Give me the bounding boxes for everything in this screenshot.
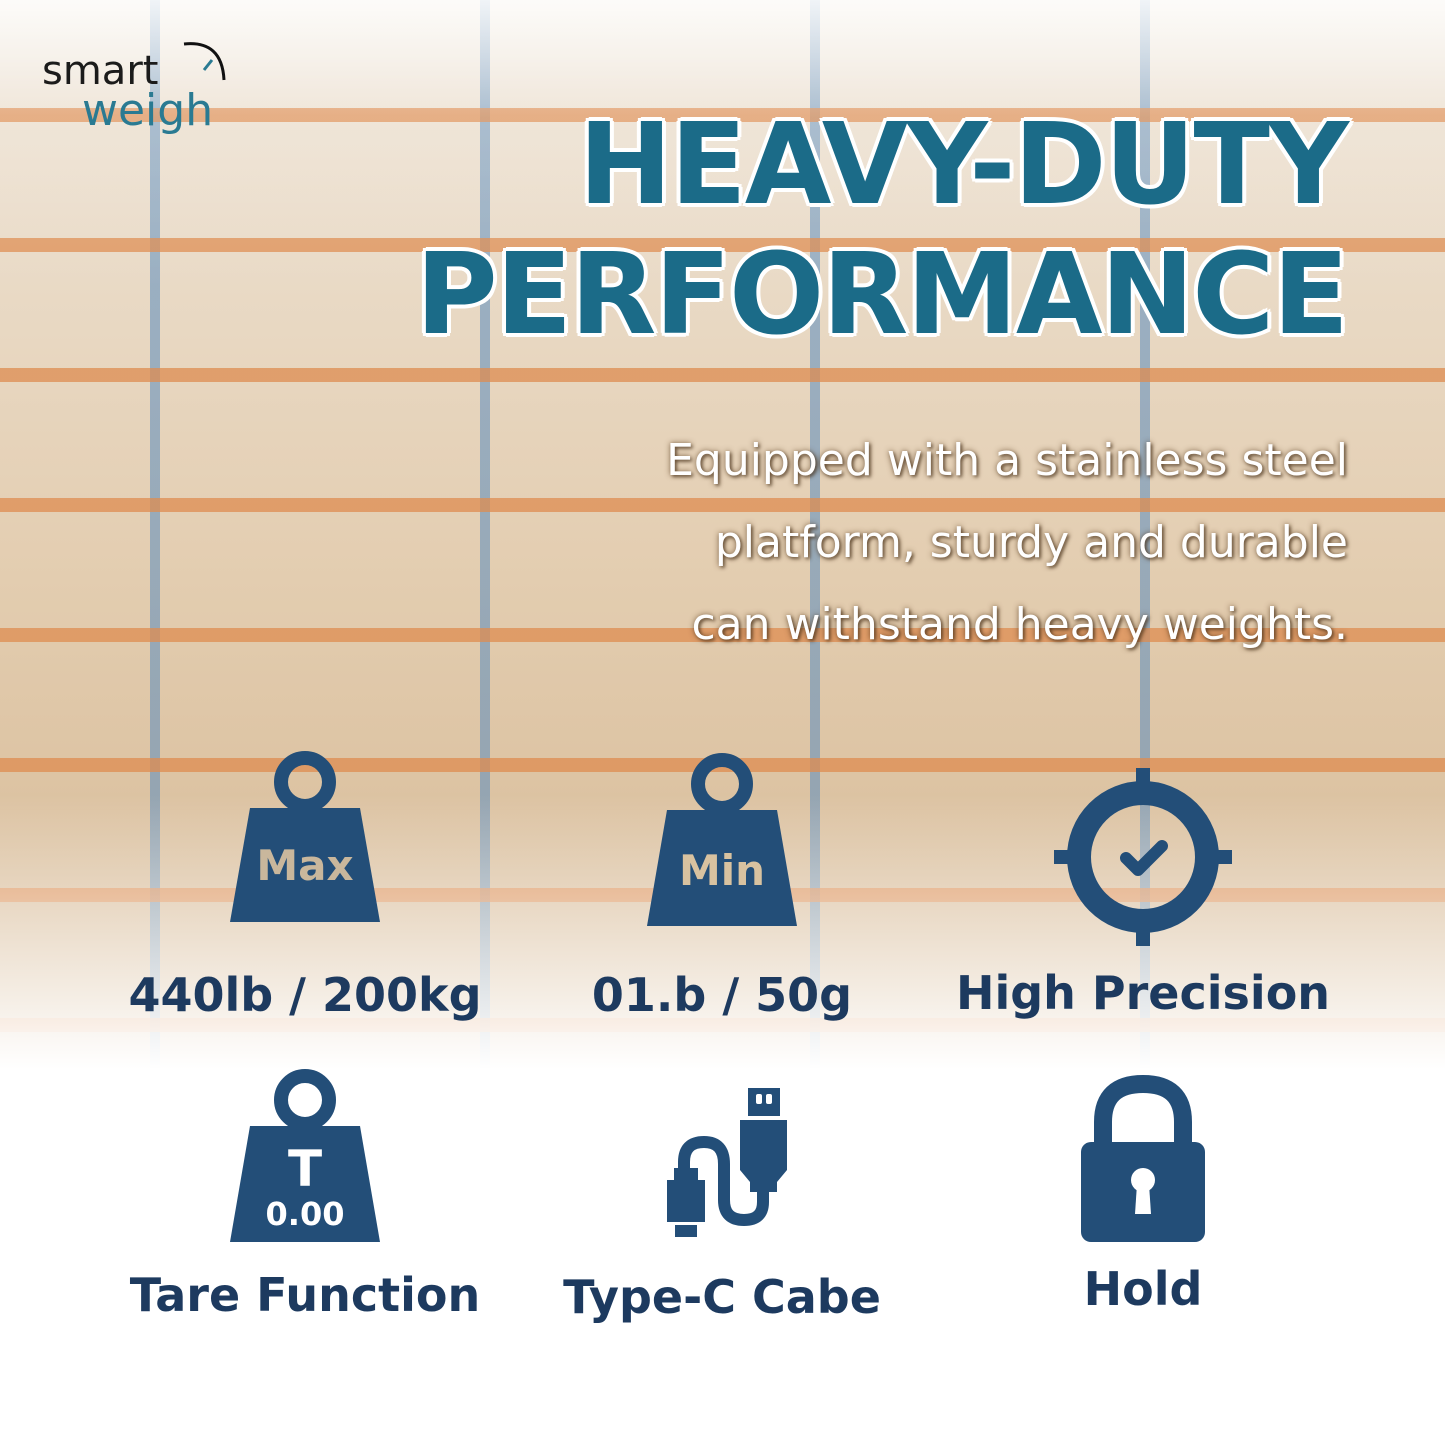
- logo-text-smart: smart: [42, 48, 159, 94]
- weight-tare-icon: T 0.00: [230, 1069, 380, 1242]
- feature-hold: Hold: [933, 1072, 1353, 1316]
- description-line: can withstand heavy weights.: [691, 599, 1348, 650]
- logo-text-weigh: weigh: [82, 85, 214, 136]
- feature-label: Tare Function: [129, 1268, 481, 1322]
- feature-max-capacity: Max 440lb / 200kg: [95, 750, 515, 1022]
- padlock-icon: [1081, 1074, 1205, 1242]
- weight-max-icon: Max: [230, 751, 380, 922]
- min-text: Min: [679, 846, 765, 895]
- tare-zero-text: 0.00: [266, 1195, 345, 1233]
- feature-high-precision: High Precision: [933, 762, 1353, 1020]
- description-line: Equipped with a stainless steel: [666, 435, 1348, 486]
- max-text: Max: [256, 841, 353, 890]
- description: Equipped with a stainless steel platform…: [666, 420, 1348, 666]
- headline-line2: PERFORMANCE: [415, 230, 1349, 360]
- feature-type-c: Type-C Cabe: [512, 1082, 932, 1324]
- brand-logo: smart weigh: [42, 42, 226, 136]
- usb-cable-icon: [667, 1088, 787, 1237]
- feature-label: High Precision: [955, 966, 1331, 1020]
- feature-label: Hold: [1083, 1262, 1203, 1316]
- feature-label: 01.b / 50g: [591, 968, 853, 1022]
- headline-line1: HEAVY-DUTY: [578, 100, 1349, 230]
- target-check-icon: [1054, 768, 1232, 946]
- feature-label: Type-C Cabe: [563, 1270, 881, 1324]
- feature-label: 440lb / 200kg: [128, 968, 482, 1022]
- weight-min-icon: Min: [647, 753, 797, 926]
- description-line: platform, sturdy and durable: [714, 517, 1348, 568]
- feature-tare: T 0.00 Tare Function: [95, 1068, 515, 1322]
- tare-t-text: T: [288, 1140, 322, 1198]
- feature-min-capacity: Min 01.b / 50g: [512, 752, 932, 1022]
- logo-dial-icon: [183, 42, 226, 81]
